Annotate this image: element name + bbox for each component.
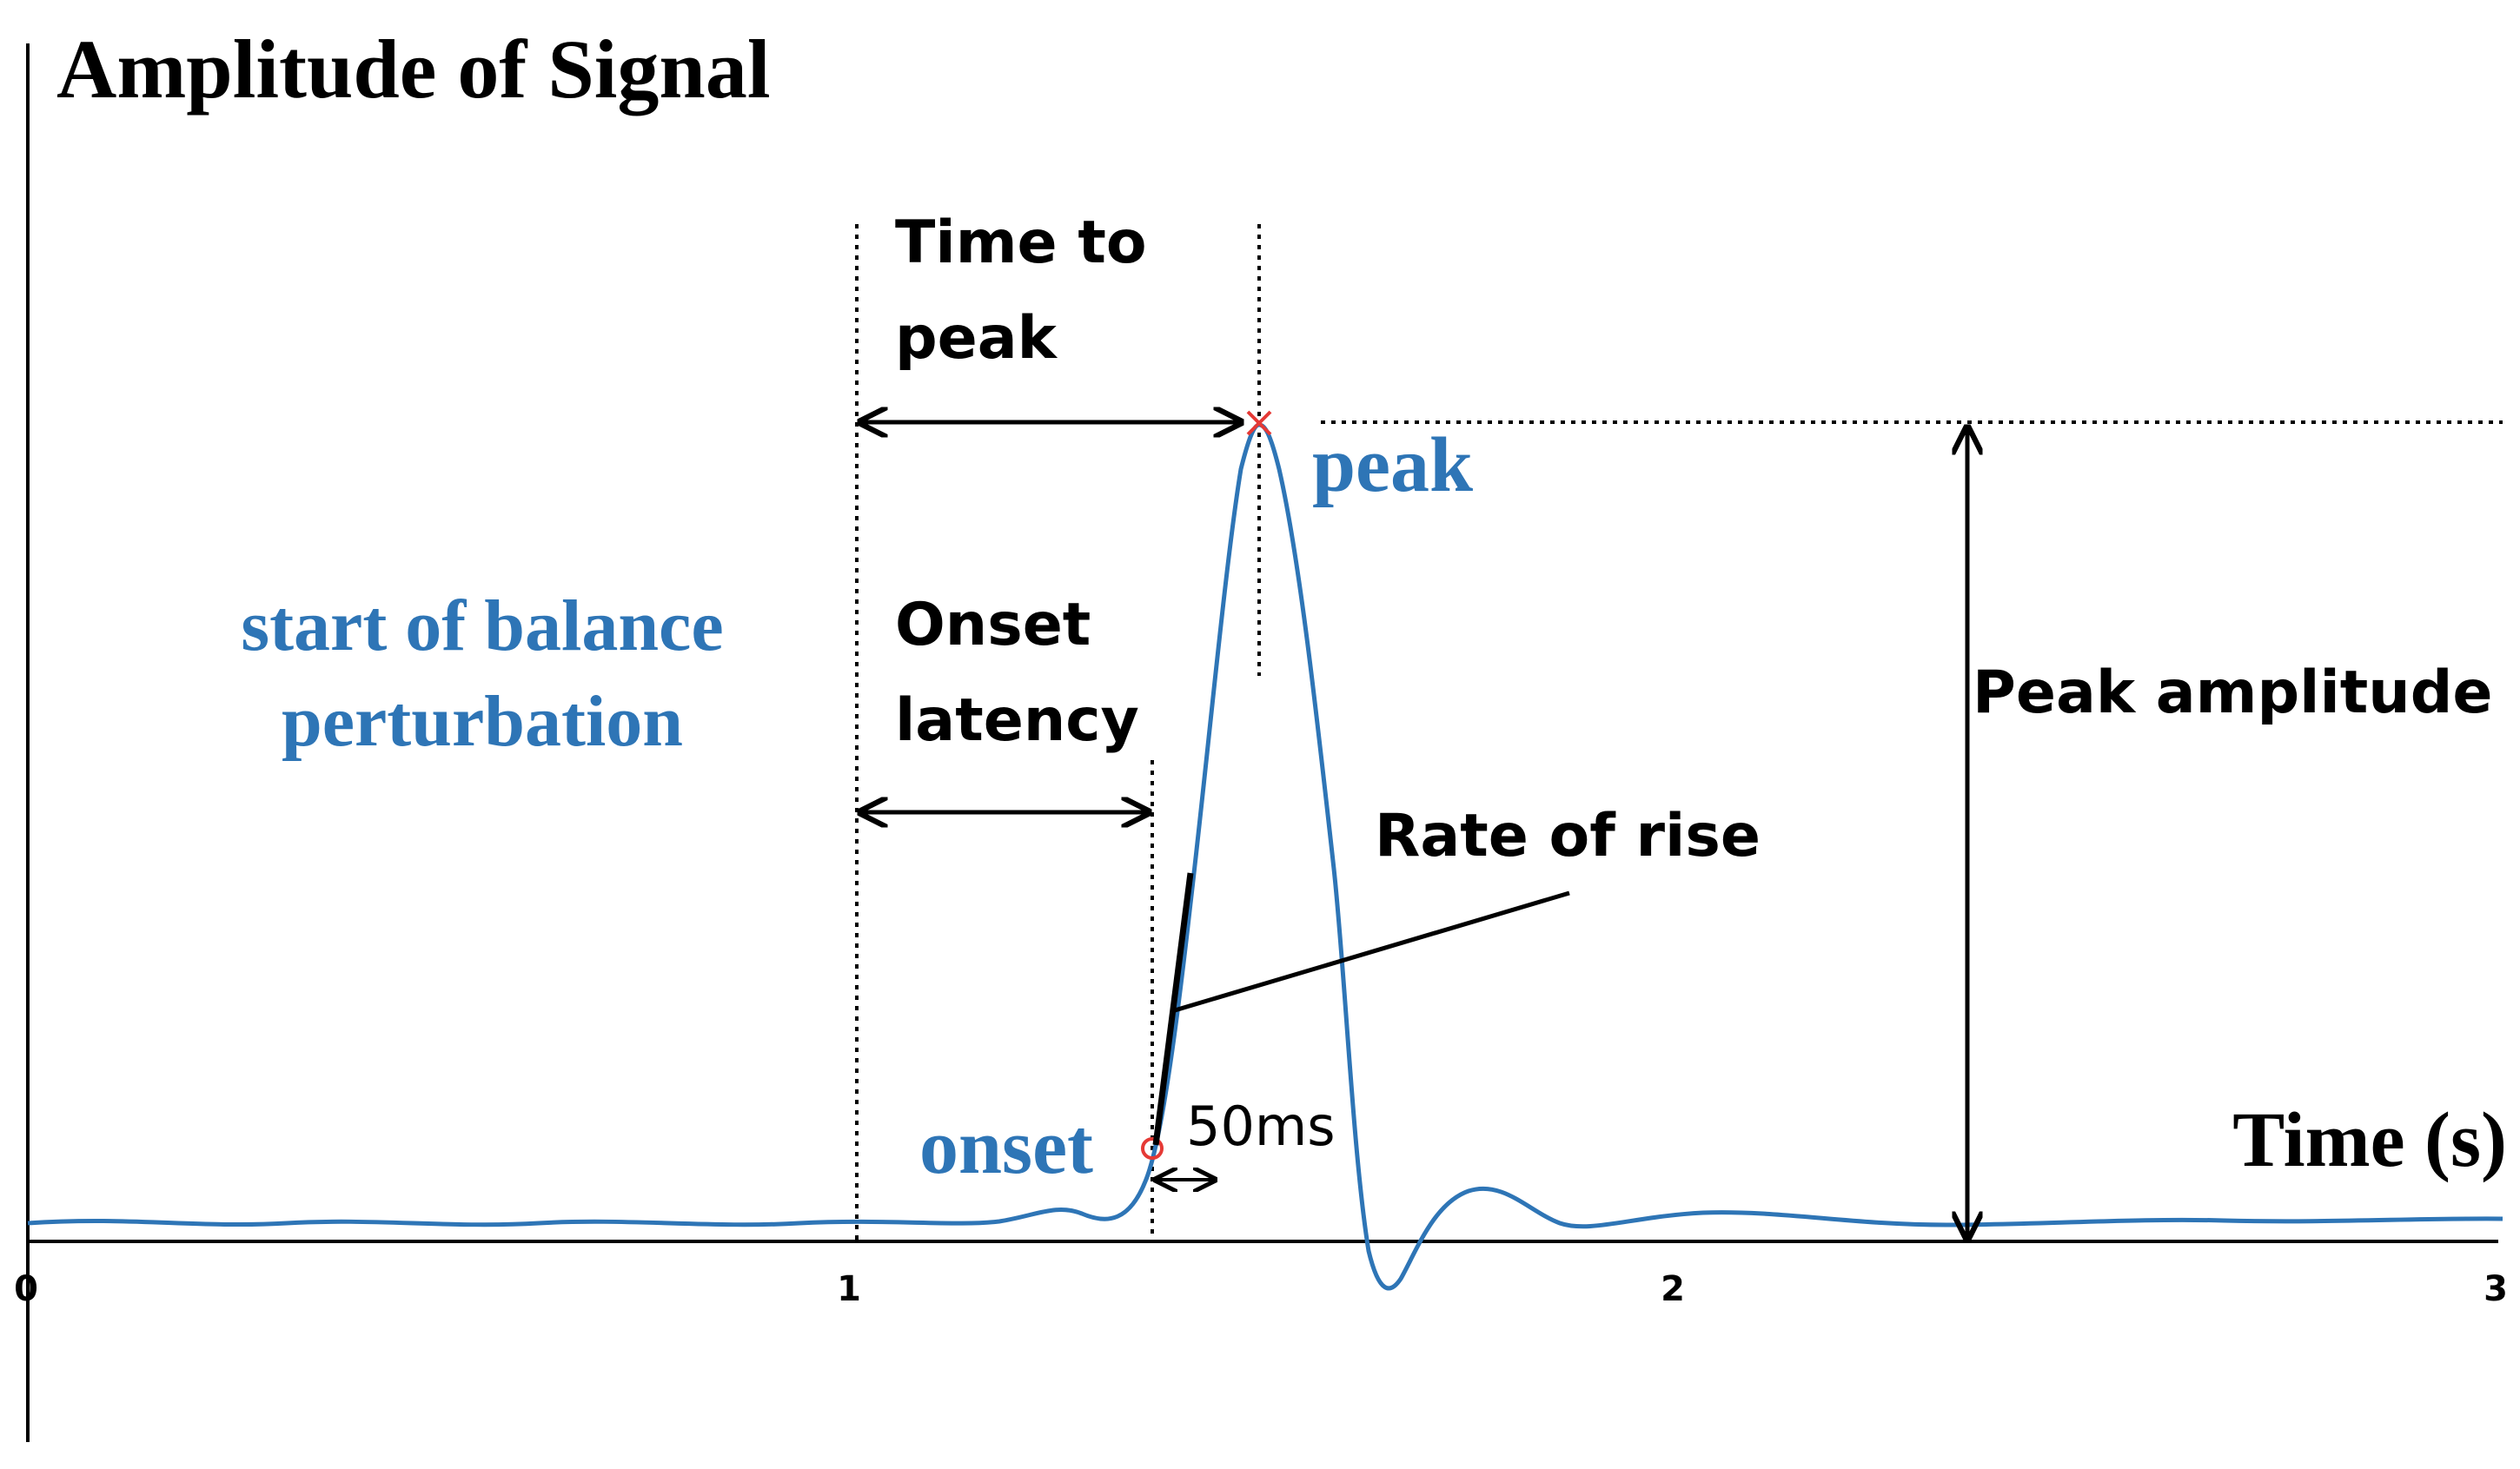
rate-of-rise-leader bbox=[1174, 890, 1570, 1013]
onset-marker bbox=[1141, 1137, 1164, 1160]
peak-marker bbox=[1246, 410, 1272, 436]
start-label-line1: start of balance bbox=[241, 586, 723, 666]
time-to-peak-label-line1: Time to bbox=[895, 208, 1147, 277]
onset-latency-label-line2: latency bbox=[895, 686, 1139, 755]
rate-of-rise-label: Rate of rise bbox=[1375, 802, 1761, 870]
onset-latency-label-line1: Onset bbox=[895, 591, 1091, 659]
x-tick-3: 3 bbox=[2484, 1269, 2508, 1309]
window-label: 50ms bbox=[1186, 1095, 1336, 1158]
signal-trace bbox=[27, 422, 2503, 1291]
peak-label: peak bbox=[1312, 422, 1473, 508]
x-tick-1: 1 bbox=[837, 1269, 861, 1309]
time-to-peak-label-line2: peak bbox=[895, 304, 1058, 373]
x-tick-0: 0 bbox=[14, 1269, 38, 1309]
x-tick-2: 2 bbox=[1661, 1269, 1685, 1309]
x-axis-label: Time (s) bbox=[2232, 1097, 2507, 1183]
start-label-line2: perturbation bbox=[282, 681, 683, 762]
onset-label: onset bbox=[919, 1104, 1093, 1190]
chart-title: Amplitude of Signal bbox=[56, 23, 770, 116]
peak-amplitude-label: Peak amplitude bbox=[1973, 658, 2493, 727]
rate-of-rise-tangent bbox=[1152, 872, 1194, 1146]
